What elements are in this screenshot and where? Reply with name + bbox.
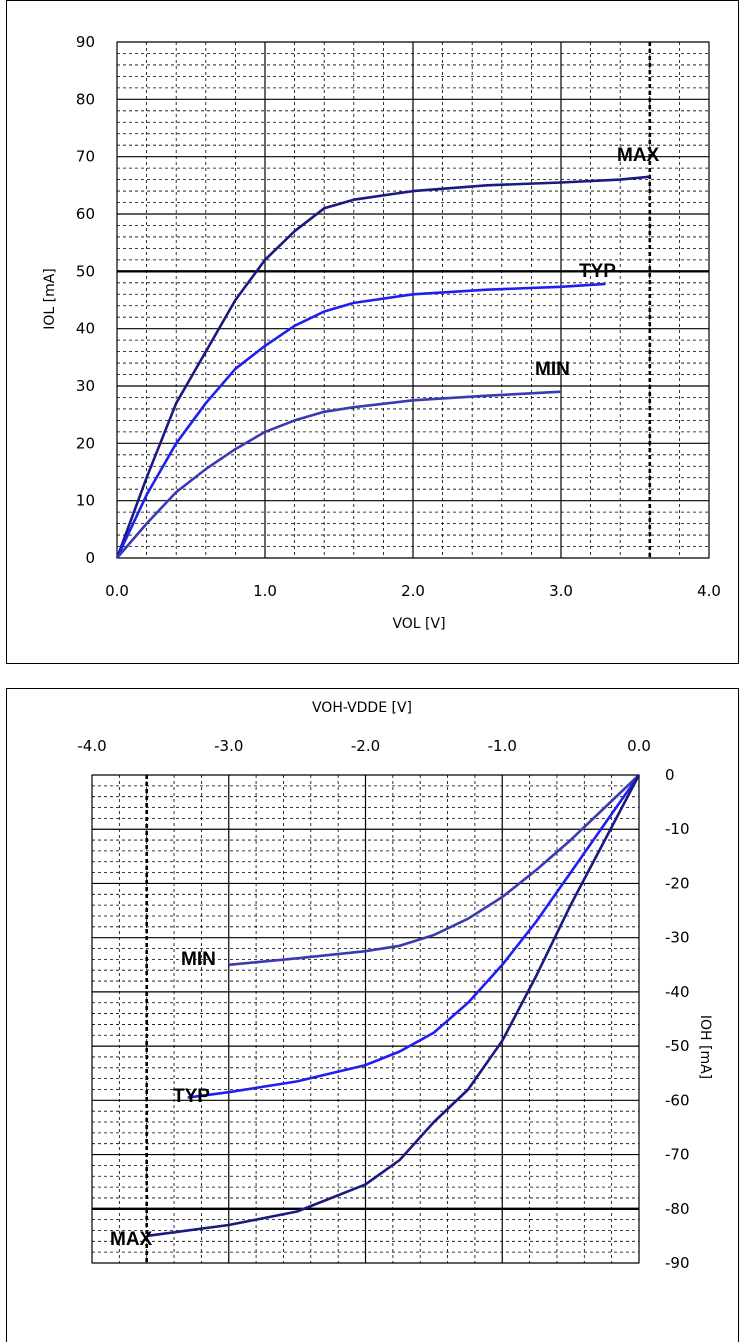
y-tick-label: -80 (665, 1200, 690, 1218)
ioh-voh-chart-panel: -4.0 -3.0 -2.0 -1.0 0.0 0 -10 -20 -30 -40 -50 -60 -7… (6, 688, 739, 1342)
y-tick-label: 30 (76, 377, 95, 395)
y-tick-label: -40 (665, 983, 690, 1001)
chart-grid (116, 41, 710, 559)
curve-label-typ: TYP (579, 261, 616, 282)
y-tick-label: -90 (665, 1254, 690, 1272)
chart-tick-labels: -4.0 -3.0 -2.0 -1.0 0.0 0 -10 -20 -30 -40 -50 -60 -7… (77, 737, 689, 1272)
y-axis-label: IOH [mA] (697, 1015, 713, 1079)
y-tick-label: -10 (665, 820, 690, 838)
curve-label-max: MAX (617, 145, 660, 166)
x-tick-label: 4.0 (697, 582, 721, 600)
series-line-min (116, 390, 562, 559)
x-tick-label: -2.0 (351, 737, 380, 755)
x-tick-label: -4.0 (77, 737, 106, 755)
y-tick-label: 10 (76, 492, 95, 510)
series-line-typ (187, 774, 641, 1099)
chart-tick-labels: 0.0 1.0 2.0 3.0 4.0 0 10 20 30 40 50 60 70 80 90 (76, 33, 721, 600)
iol-vol-chart: 0.0 1.0 2.0 3.0 4.0 0 10 20 30 40 50 60 70 80 90 VOL [… (42, 33, 721, 632)
y-tick-label: 80 (76, 90, 95, 108)
y-tick-label: 20 (76, 434, 95, 452)
y-tick-label: 50 (76, 262, 95, 280)
iol-vol-chart-panel: 0.0 1.0 2.0 3.0 4.0 0 10 20 30 40 50 60 70 80 90 VOL [… (6, 0, 739, 664)
y-tick-label: -20 (665, 874, 690, 892)
series-line-max (115, 175, 650, 559)
y-tick-label: 60 (76, 205, 95, 223)
x-tick-label: -1.0 (488, 737, 517, 755)
x-axis-label: VOL [V] (392, 616, 445, 632)
x-tick-label: 0.0 (105, 582, 129, 600)
curve-label-typ: TYP (173, 1086, 210, 1107)
x-tick-label: 0.0 (627, 737, 651, 755)
x-tick-label: 3.0 (549, 582, 573, 600)
curve-label-min: MIN (181, 949, 216, 970)
x-tick-label: -3.0 (214, 737, 243, 755)
y-axis-label: IOL [mA] (42, 268, 58, 330)
ioh-voh-chart: -4.0 -3.0 -2.0 -1.0 0.0 0 -10 -20 -30 -40 -50 -60 -7… (77, 700, 713, 1272)
y-tick-label: -70 (665, 1146, 690, 1164)
y-tick-label: 0 (665, 766, 675, 784)
y-tick-label: -30 (665, 929, 690, 947)
x-axis-label: VOH-VDDE [V] (312, 700, 412, 716)
y-tick-label: 40 (76, 320, 95, 338)
x-tick-label: 1.0 (253, 582, 277, 600)
curve-label-min: MIN (535, 359, 570, 380)
chart-series-group (146, 774, 641, 1238)
chart-grid (91, 774, 640, 1264)
y-tick-label: 0 (85, 549, 95, 567)
x-tick-label: 2.0 (401, 582, 425, 600)
y-tick-label: 70 (76, 148, 95, 166)
series-line-max (146, 774, 641, 1238)
curve-label-max: MAX (110, 1229, 153, 1250)
y-tick-label: -50 (665, 1037, 690, 1055)
series-line-min (228, 774, 640, 967)
y-tick-label: 90 (76, 33, 95, 51)
chart-series-group (115, 175, 650, 559)
y-tick-label: -60 (665, 1091, 690, 1109)
series-line-typ (115, 282, 606, 559)
